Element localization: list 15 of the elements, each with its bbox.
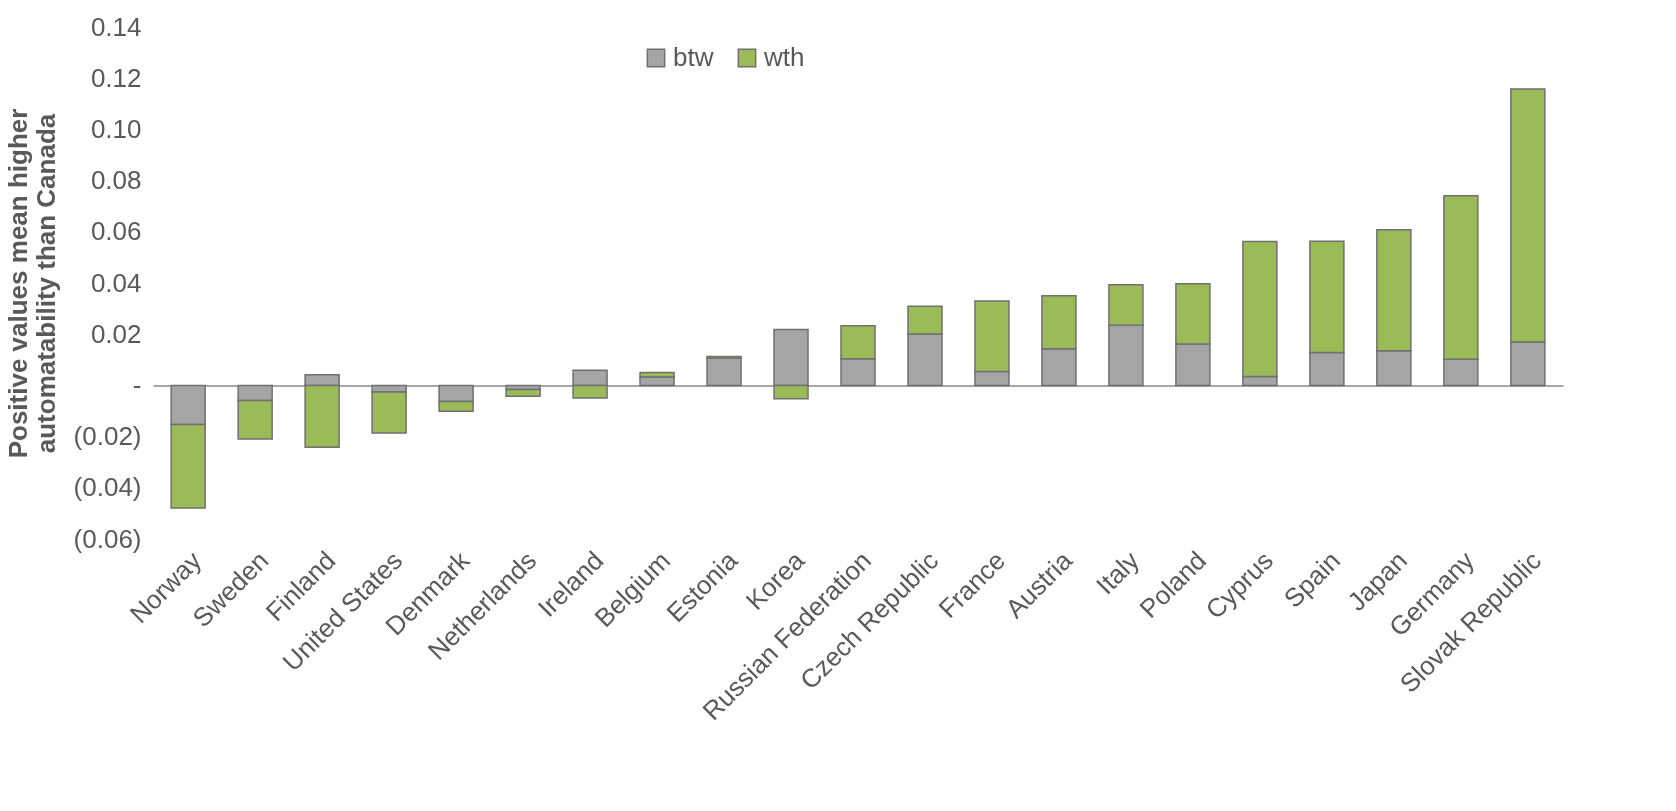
y-tick-label: 0.10 [90,113,142,144]
y-tick-label: 0.08 [90,165,142,196]
legend-label: btw [673,42,714,72]
y-tick-label: - [132,369,142,400]
y-axis-title: Positive values mean higher automatability than Canada [2,108,61,459]
y-tick-label: 0.06 [90,216,142,247]
y-tick-label: 0.14 [90,11,142,42]
y-tick-label: 0.04 [90,267,142,298]
legend-label: wth [763,42,805,72]
y-tick-label: 0.12 [90,62,142,93]
y-tick-label: (0.06) [73,523,142,554]
y-tick-label: 0.02 [90,318,142,349]
y-tick-label: (0.02) [73,421,142,452]
bar [505,388,541,397]
y-tick-label: (0.04) [73,472,142,503]
